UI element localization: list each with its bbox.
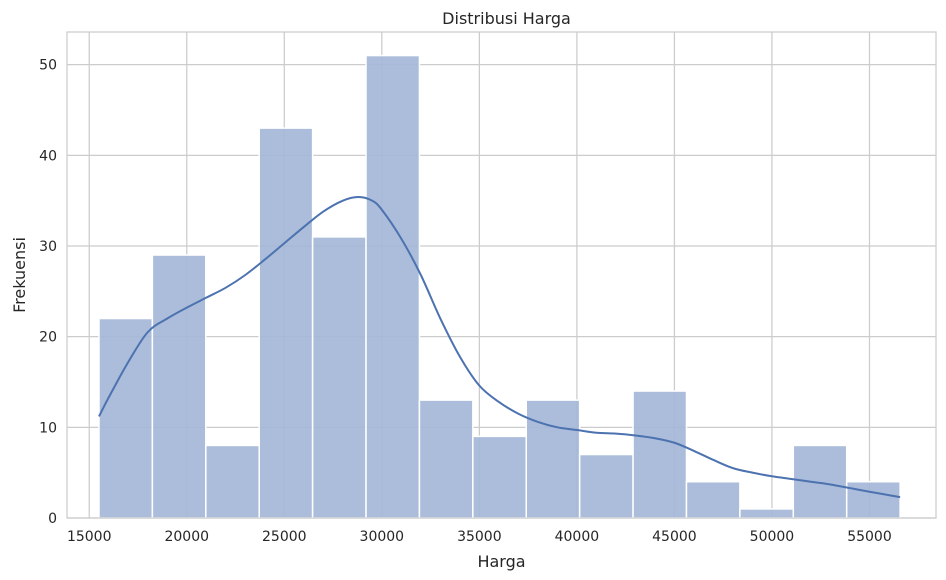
y-tick-labels: 0 10 20 30 40 50 [39, 58, 57, 527]
x-tick-label: 25000 [262, 529, 307, 545]
histogram-bar [418, 399, 474, 519]
x-tick-label: 40000 [555, 529, 600, 545]
histogram-bar [472, 435, 528, 519]
histogram-bar [632, 390, 688, 519]
x-tick-label: 35000 [457, 529, 502, 545]
chart-title: Distribusi Harga [442, 9, 571, 28]
histogram-bars [98, 54, 901, 519]
x-tick-label: 15000 [67, 529, 112, 545]
histogram-bar [258, 127, 314, 519]
y-tick-label: 20 [39, 330, 57, 346]
y-tick-label: 50 [39, 58, 57, 74]
histogram-bar [685, 480, 741, 519]
histogram-bar [578, 453, 634, 519]
x-tick-label: 30000 [360, 529, 405, 545]
x-axis-label: Harga [477, 552, 525, 571]
histogram-bar [525, 399, 581, 519]
x-tick-label: 45000 [652, 529, 697, 545]
histogram-bar [792, 444, 848, 519]
x-tick-label: 55000 [847, 529, 892, 545]
kde-curve-group [98, 196, 901, 499]
y-tick-label: 30 [39, 239, 57, 255]
histogram-bar [845, 480, 901, 519]
x-tick-label: 50000 [750, 529, 795, 545]
y-tick-label: 0 [48, 511, 57, 527]
x-tick-labels: 15000 20000 25000 30000 35000 40000 45000 50000… [67, 529, 892, 545]
histogram-bar [98, 317, 154, 519]
y-tick-label: 10 [39, 420, 57, 436]
kde-curve [98, 196, 901, 499]
plot-frame [66, 31, 937, 519]
x-tick-label: 20000 [164, 529, 209, 545]
histogram-bar [739, 508, 795, 519]
histogram-bar [311, 236, 367, 519]
histogram-bar [365, 54, 421, 519]
histogram-bar [205, 444, 260, 519]
y-axis-label: Frekuensi [10, 237, 29, 313]
y-tick-label: 40 [39, 148, 57, 164]
histogram-bar [151, 254, 207, 519]
